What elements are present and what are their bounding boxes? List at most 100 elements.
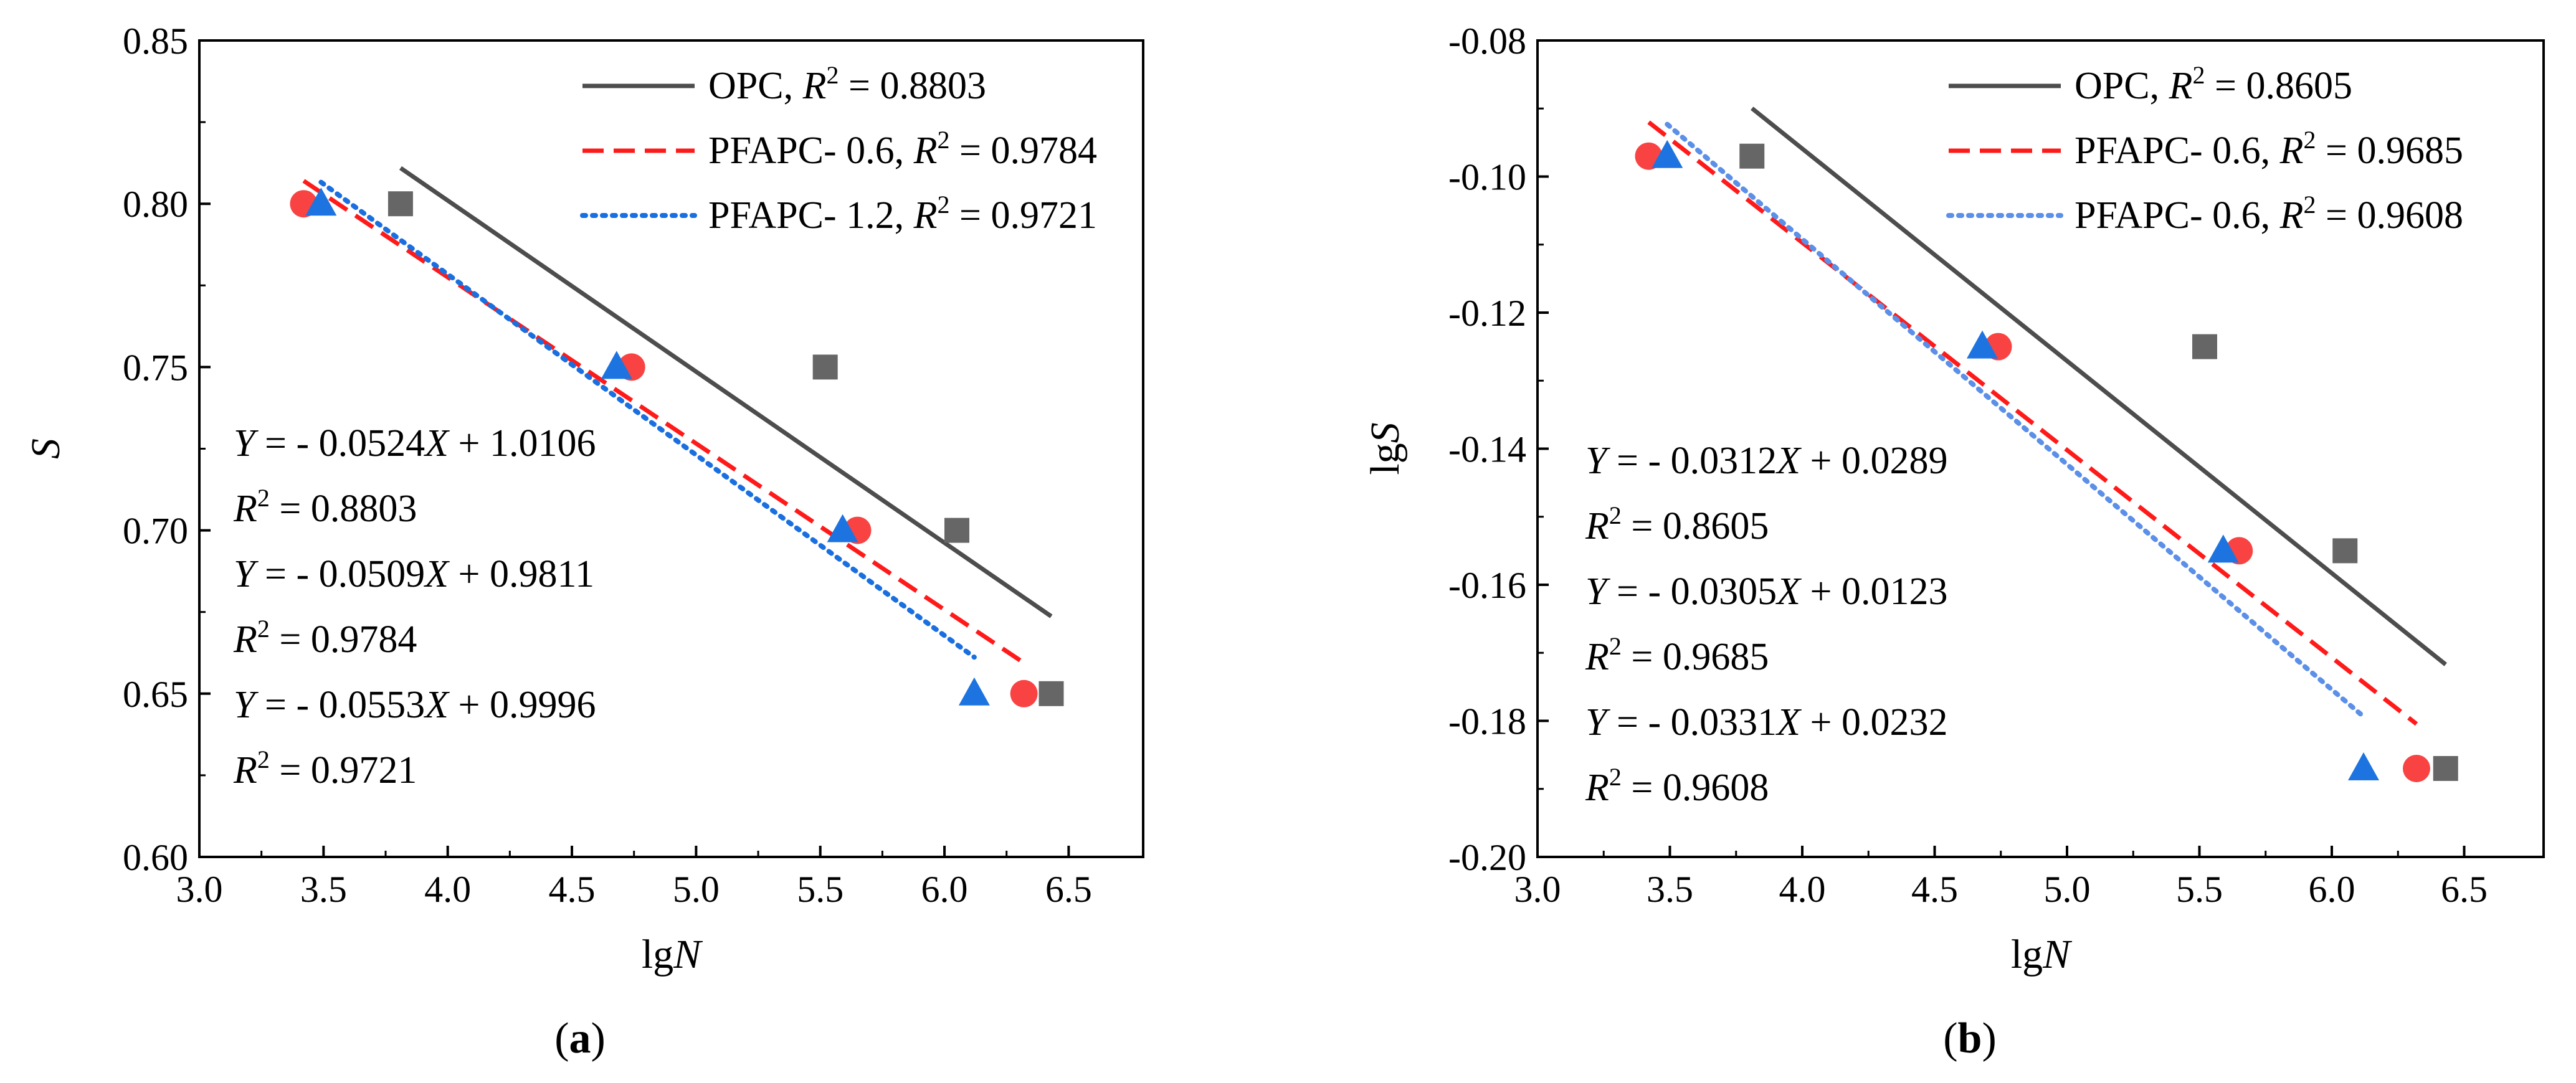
- equation-line-5: Y = - 0.0553X + 0.9996: [234, 684, 596, 726]
- y-axis-label: lgS: [1362, 422, 1408, 475]
- eq-sup: 2: [1609, 501, 1622, 529]
- eq-y: Y: [1585, 440, 1610, 482]
- fit-line-2: [1647, 120, 2418, 726]
- data-point-s3-3: [827, 514, 858, 542]
- eq-r2-value: = 0.9721: [270, 749, 417, 792]
- legend-r2-value: = 0.9784: [950, 130, 1097, 172]
- legend-r: R: [2169, 65, 2193, 107]
- x-tick-label: 4.5: [1911, 869, 1958, 910]
- eq-r2-value: = 0.8803: [270, 488, 417, 530]
- y-tick-label: 0.70: [123, 511, 188, 552]
- equation-line-3: Y = - 0.0305X + 0.0123: [1585, 570, 1947, 613]
- data-point-s3-2: [601, 351, 632, 379]
- eq-r: R: [1585, 767, 1609, 809]
- legend-r: R: [913, 130, 938, 172]
- legend-name: PFAPC- 0.6,: [2075, 130, 2280, 172]
- eq-x: X: [1775, 701, 1802, 744]
- eq-x: X: [423, 684, 450, 726]
- eq-x: X: [423, 553, 450, 595]
- y-axis-label-italic: S: [23, 438, 69, 459]
- legend-r: R: [2279, 130, 2304, 172]
- data-point-s2-4: [2403, 754, 2430, 782]
- eq-coef: = - 0.0331: [1607, 701, 1777, 744]
- y-tick-label: 0.85: [123, 21, 188, 62]
- legend-r2-value: = 0.8803: [839, 65, 986, 107]
- eq-coef: = - 0.0305: [1607, 570, 1777, 613]
- eq-intercept: + 0.0232: [1800, 701, 1947, 744]
- x-tick-label: 3.0: [176, 869, 223, 910]
- eq-sup: 2: [257, 484, 270, 512]
- caption-letter: b: [1958, 1014, 1982, 1062]
- legend-r2-value: = 0.9608: [2316, 194, 2463, 237]
- eq-r: R: [1585, 505, 1609, 547]
- eq-y: Y: [234, 422, 259, 465]
- data-point-s2-4: [1010, 679, 1038, 707]
- legend-name: PFAPC- 1.2,: [708, 194, 914, 237]
- eq-sup: 2: [1609, 632, 1622, 660]
- y-tick-label: -0.14: [1448, 429, 1526, 470]
- caption-close: ): [591, 1014, 606, 1062]
- equation-line-6: R2 = 0.9608: [1585, 763, 1769, 809]
- eq-r2-value: = 0.8605: [1622, 505, 1769, 547]
- legend-sup: 2: [2304, 191, 2316, 219]
- eq-r: R: [1585, 636, 1609, 678]
- legend-sup: 2: [938, 191, 950, 219]
- data-point-s3-4: [958, 677, 990, 706]
- eq-x: X: [1775, 570, 1802, 613]
- equation-line-5: Y = - 0.0331X + 0.0232: [1585, 701, 1947, 744]
- data-point-s1-4: [2433, 755, 2458, 781]
- eq-coef: = - 0.0524: [255, 422, 425, 465]
- equation-line-1: Y = - 0.0524X + 1.0106: [234, 422, 596, 465]
- eq-y: Y: [234, 553, 259, 595]
- x-tick-label: 5.5: [2176, 869, 2223, 910]
- fit-line-3: [318, 179, 977, 660]
- eq-r: R: [233, 618, 257, 661]
- caption-letter: a: [569, 1014, 591, 1062]
- fit-line-3: [1665, 121, 2366, 719]
- x-tick-label: 5.5: [797, 869, 844, 910]
- fit-line-1: [1751, 106, 2447, 666]
- data-point-s3-2: [1967, 330, 1998, 359]
- eq-sup: 2: [257, 615, 270, 643]
- eq-coef: = - 0.0553: [255, 684, 425, 726]
- eq-r2-value: = 0.9784: [270, 618, 417, 661]
- eq-intercept: + 0.0289: [1800, 440, 1947, 482]
- legend-name: OPC,: [708, 65, 803, 107]
- legend-r2-value: = 0.9685: [2316, 130, 2463, 172]
- x-tick-label: 6.5: [1045, 869, 1092, 910]
- x-tick-label: 3.5: [1647, 869, 1693, 910]
- data-point-s1-2: [2192, 334, 2217, 359]
- x-tick-label: 5.0: [2044, 869, 2091, 910]
- caption-close: ): [1982, 1014, 1996, 1062]
- y-tick-label: -0.20: [1448, 837, 1526, 878]
- x-tick-label: 3.0: [1514, 869, 1561, 910]
- x-tick-label: 4.0: [1779, 869, 1826, 910]
- legend-entry-1: OPC, R2 = 0.8605: [2075, 61, 2352, 107]
- eq-r: R: [233, 749, 257, 792]
- legend-r: R: [2279, 194, 2304, 237]
- equation-line-2: R2 = 0.8605: [1585, 501, 1769, 547]
- equation-line-2: R2 = 0.8803: [233, 484, 417, 530]
- legend-sup: 2: [2192, 61, 2205, 89]
- x-axis-label: lgN: [2011, 932, 2073, 977]
- legend-r: R: [913, 194, 938, 237]
- eq-coef: = - 0.0509: [255, 553, 425, 595]
- y-tick-label: 0.60: [123, 837, 188, 878]
- caption-open: (: [1943, 1014, 1957, 1062]
- x-tick-label: 6.0: [2309, 869, 2355, 910]
- data-point-s3-3: [2207, 534, 2239, 563]
- legend-entry-3: PFAPC- 1.2, R2 = 0.9721: [708, 191, 1097, 237]
- y-tick-label: -0.12: [1448, 293, 1526, 334]
- data-point-s1-3: [2332, 538, 2358, 564]
- x-tick-label: 4.5: [549, 869, 596, 910]
- data-point-s1-2: [812, 354, 838, 380]
- eq-y: Y: [1585, 570, 1610, 613]
- equation-line-4: R2 = 0.9685: [1585, 632, 1769, 678]
- eq-sup: 2: [257, 745, 270, 773]
- equation-line-1: Y = - 0.0312X + 0.0289: [1585, 440, 1947, 482]
- y-axis-label-main: lg: [1362, 443, 1408, 475]
- eq-y: Y: [1585, 701, 1610, 744]
- legend-sup: 2: [938, 126, 950, 154]
- y-tick-label: 0.80: [123, 184, 188, 225]
